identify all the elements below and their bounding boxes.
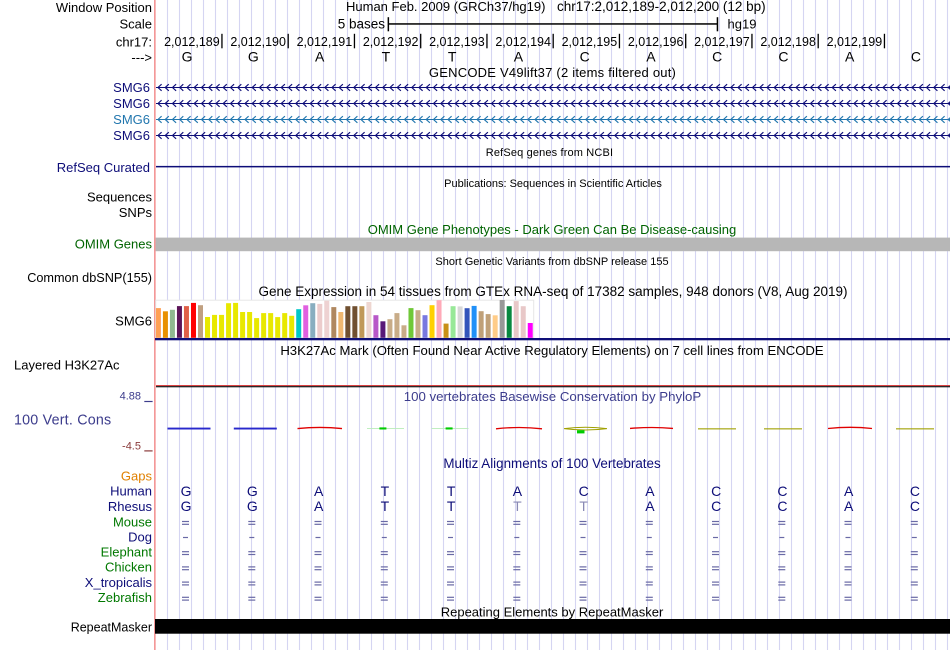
svg-text:SMG6: SMG6 bbox=[113, 128, 150, 143]
svg-text:RefSeq Curated: RefSeq Curated bbox=[57, 160, 150, 175]
svg-text:2,012,196: 2,012,196 bbox=[628, 35, 684, 49]
svg-text:Chicken: Chicken bbox=[105, 560, 152, 575]
svg-text:C: C bbox=[711, 483, 721, 499]
svg-text:2,012,199: 2,012,199 bbox=[827, 35, 883, 49]
svg-text:A: A bbox=[844, 483, 854, 499]
svg-text:A: A bbox=[845, 48, 855, 64]
svg-text:Zebrafish: Zebrafish bbox=[98, 590, 152, 605]
svg-text:Dog: Dog bbox=[128, 530, 152, 545]
svg-text:Repeating Elements by RepeatMa: Repeating Elements by RepeatMasker bbox=[441, 604, 664, 619]
svg-text:SMG6: SMG6 bbox=[113, 80, 150, 95]
svg-text:OMIM Gene Phenotypes - Dark Gr: OMIM Gene Phenotypes - Dark Green Can Be… bbox=[368, 222, 737, 237]
svg-text:2,012,191: 2,012,191 bbox=[297, 35, 353, 49]
svg-text:C: C bbox=[778, 48, 788, 64]
svg-text:SMG6: SMG6 bbox=[113, 112, 150, 127]
svg-text:G: G bbox=[181, 483, 192, 499]
svg-text:C: C bbox=[712, 48, 722, 64]
svg-text:Multiz Alignments of 100 Verte: Multiz Alignments of 100 Vertebrates bbox=[443, 456, 661, 471]
svg-text:G: G bbox=[248, 48, 259, 64]
svg-text:A: A bbox=[645, 498, 655, 514]
svg-text:2,012,190: 2,012,190 bbox=[230, 35, 286, 49]
svg-text:Publications: Sequences in Sci: Publications: Sequences in Scientific Ar… bbox=[444, 178, 662, 190]
svg-text:Mouse: Mouse bbox=[113, 515, 152, 530]
svg-text:A: A bbox=[645, 483, 655, 499]
svg-text:G: G bbox=[247, 483, 258, 499]
svg-text:A: A bbox=[514, 48, 524, 64]
svg-text:Sequences: Sequences bbox=[87, 190, 153, 205]
svg-text:2,012,195: 2,012,195 bbox=[562, 35, 618, 49]
svg-text:Common dbSNP(155): Common dbSNP(155) bbox=[27, 271, 152, 285]
svg-text:A: A bbox=[646, 48, 656, 64]
svg-text:T: T bbox=[447, 498, 456, 514]
svg-text:X_tropicalis: X_tropicalis bbox=[85, 575, 153, 590]
svg-text:T: T bbox=[513, 498, 522, 514]
svg-text:SNPs: SNPs bbox=[119, 205, 153, 220]
svg-text:2,012,194: 2,012,194 bbox=[495, 35, 551, 49]
svg-text:-4.5: -4.5 bbox=[122, 441, 141, 453]
svg-text:T: T bbox=[447, 483, 456, 499]
svg-text:T: T bbox=[579, 498, 588, 514]
svg-text:2,012,192: 2,012,192 bbox=[363, 35, 419, 49]
svg-text:Short Genetic Variants from db: Short Genetic Variants from dbSNP releas… bbox=[435, 256, 668, 268]
svg-text:C: C bbox=[910, 483, 920, 499]
svg-text:C: C bbox=[910, 498, 920, 514]
svg-text:A: A bbox=[513, 483, 523, 499]
svg-text:RepeatMasker: RepeatMasker bbox=[71, 621, 152, 635]
svg-text:SMG6: SMG6 bbox=[113, 96, 150, 111]
svg-text:OMIM Genes: OMIM Genes bbox=[75, 236, 153, 251]
svg-text:Scale: Scale bbox=[119, 16, 152, 31]
svg-text:C: C bbox=[579, 483, 589, 499]
svg-text:SMG6: SMG6 bbox=[115, 313, 152, 328]
svg-text:C: C bbox=[580, 48, 590, 64]
svg-text:C: C bbox=[911, 48, 921, 64]
svg-text:Elephant: Elephant bbox=[101, 545, 153, 560]
svg-text:A: A bbox=[314, 498, 324, 514]
svg-text:Gene Expression in 54 tissues: Gene Expression in 54 tissues from GTEx … bbox=[258, 284, 847, 299]
svg-text:G: G bbox=[181, 498, 192, 514]
svg-text:A: A bbox=[314, 483, 324, 499]
svg-text:chr17:2,012,189-2,012,200 (12: chr17:2,012,189-2,012,200 (12 bp) bbox=[557, 0, 766, 14]
svg-text:2,012,198: 2,012,198 bbox=[760, 35, 816, 49]
svg-text:Rhesus: Rhesus bbox=[108, 499, 153, 514]
svg-text:T: T bbox=[382, 48, 391, 64]
svg-text:G: G bbox=[182, 48, 193, 64]
svg-text:A: A bbox=[315, 48, 325, 64]
svg-text:100 vertebrates Basewise Conse: 100 vertebrates Basewise Conservation by… bbox=[404, 389, 702, 404]
svg-text:Human: Human bbox=[110, 484, 152, 499]
svg-text:C: C bbox=[711, 498, 721, 514]
svg-text:5 bases: 5 bases bbox=[338, 16, 386, 31]
svg-text:2,012,197: 2,012,197 bbox=[694, 35, 750, 49]
svg-text:H3K27Ac Mark (Often Found Near: H3K27Ac Mark (Often Found Near Active Re… bbox=[280, 343, 824, 358]
svg-text:Window Position: Window Position bbox=[56, 0, 152, 15]
svg-text:100 Vert. Cons: 100 Vert. Cons bbox=[14, 412, 111, 428]
svg-text:T: T bbox=[381, 483, 390, 499]
svg-text:GENCODE V49lift37 (2 items fil: GENCODE V49lift37 (2 items filtered out) bbox=[429, 65, 676, 80]
svg-text:G: G bbox=[247, 498, 258, 514]
svg-text:T: T bbox=[381, 498, 390, 514]
svg-text:C: C bbox=[777, 498, 787, 514]
svg-text:A: A bbox=[844, 498, 854, 514]
svg-text:Human Feb. 2009 (GRCh37/hg19): Human Feb. 2009 (GRCh37/hg19) bbox=[346, 0, 545, 14]
svg-text:T: T bbox=[448, 48, 457, 64]
svg-text:Layered H3K27Ac: Layered H3K27Ac bbox=[14, 357, 120, 372]
svg-text:chr17:: chr17: bbox=[116, 35, 152, 50]
svg-text:2,012,189: 2,012,189 bbox=[164, 35, 220, 49]
svg-text:Gaps: Gaps bbox=[121, 468, 153, 483]
svg-text:RefSeq genes from NCBI: RefSeq genes from NCBI bbox=[486, 147, 613, 159]
svg-text:hg19: hg19 bbox=[728, 16, 757, 31]
svg-text:2,012,193: 2,012,193 bbox=[429, 35, 485, 49]
svg-text:--->: ---> bbox=[131, 50, 152, 65]
svg-text:C: C bbox=[777, 483, 787, 499]
svg-text:4.88: 4.88 bbox=[120, 390, 141, 402]
